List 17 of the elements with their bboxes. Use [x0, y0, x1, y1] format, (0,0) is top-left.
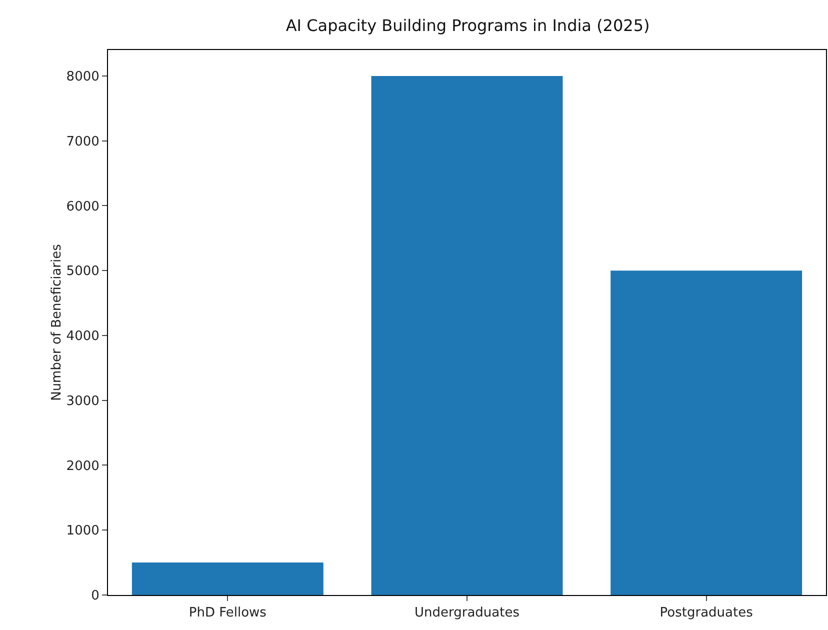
chart-title: AI Capacity Building Programs in India (2025) — [286, 16, 650, 35]
x-tick-label: PhD Fellows — [188, 606, 267, 621]
y-tick-label: 2000 — [66, 458, 100, 474]
bar — [610, 270, 802, 595]
y-tick-label: 0 — [91, 588, 100, 604]
x-tick-label: Undergraduates — [414, 606, 520, 621]
y-tick-label: 5000 — [66, 264, 100, 280]
y-tick-label: 8000 — [66, 70, 100, 84]
y-tick-label: 4000 — [66, 329, 100, 344]
y-tick-label: 7000 — [66, 134, 100, 150]
x-tick-label: Postgraduates — [660, 606, 754, 621]
bar — [132, 562, 324, 595]
bar — [371, 76, 563, 595]
y-tick-label: 3000 — [66, 394, 100, 409]
y-tick-label: 6000 — [66, 199, 100, 214]
y-tick-label: 1000 — [66, 524, 100, 539]
y-axis-title: Number of Beneficiaries — [49, 244, 64, 401]
